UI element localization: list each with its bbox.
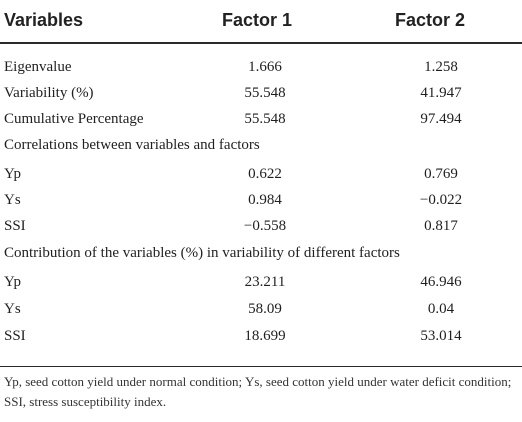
table-row: Yp 23.211 46.946 (0, 269, 522, 295)
factor1-value: 58.09 (248, 301, 282, 317)
table-row: Ys 58.09 0.04 (0, 296, 522, 322)
header-factor-2: Factor 2 (395, 10, 466, 30)
factor1-value: 0.622 (248, 166, 282, 182)
row-label: SSI (4, 218, 26, 234)
table-row: Ys 0.984 −0.022 (0, 187, 522, 213)
header-rule (0, 42, 522, 44)
row-label: Yp (4, 274, 21, 290)
table-row: Yp 0.622 0.769 (0, 161, 522, 187)
row-label: Variability (%) (4, 85, 94, 101)
header-factor-1: Factor 1 (222, 10, 293, 30)
row-label: Eigenvalue (4, 59, 72, 75)
factor2-value: 41.947 (420, 85, 462, 101)
table-row: Eigenvalue 1.666 1.258 (0, 54, 522, 80)
factor2-value: −0.022 (419, 192, 463, 208)
row-label: Cumulative Percentage (4, 111, 144, 127)
factor1-value: 23.211 (244, 274, 286, 290)
header-variables: Variables (4, 10, 84, 30)
table-footnote: Yp, seed cotton yield under normal condi… (4, 374, 512, 409)
table-row: SSI −0.558 0.817 (0, 213, 522, 239)
row-label: SSI (4, 328, 26, 344)
table-row: Cumulative Percentage 55.548 97.494 (0, 106, 522, 132)
factor2-value: 53.014 (420, 328, 462, 344)
factor1-value: 18.699 (244, 328, 286, 344)
factor1-value: −0.558 (243, 218, 287, 234)
factor1-value: 0.984 (248, 192, 282, 208)
factor1-value: 55.548 (244, 85, 286, 101)
factor2-value: 1.258 (424, 59, 458, 75)
factor2-value: 0.769 (424, 166, 458, 182)
factor2-value: 0.04 (427, 301, 455, 317)
factor2-value: 97.494 (420, 111, 462, 127)
table-row: SSI 18.699 53.014 (0, 323, 522, 349)
factor2-value: 46.946 (420, 274, 462, 290)
footer-rule (0, 366, 522, 367)
section-heading-contribution: Contribution of the variables (%) in var… (4, 245, 400, 261)
factor1-value: 55.548 (244, 111, 286, 127)
factor2-value: 0.817 (424, 218, 458, 234)
table-row: Variability (%) 55.548 41.947 (0, 80, 522, 106)
row-label: Yp (4, 166, 21, 182)
row-label: Ys (4, 301, 21, 317)
row-label: Ys (4, 192, 21, 208)
section-heading-correlations: Correlations between variables and facto… (4, 137, 260, 153)
factor1-value: 1.666 (248, 59, 282, 75)
